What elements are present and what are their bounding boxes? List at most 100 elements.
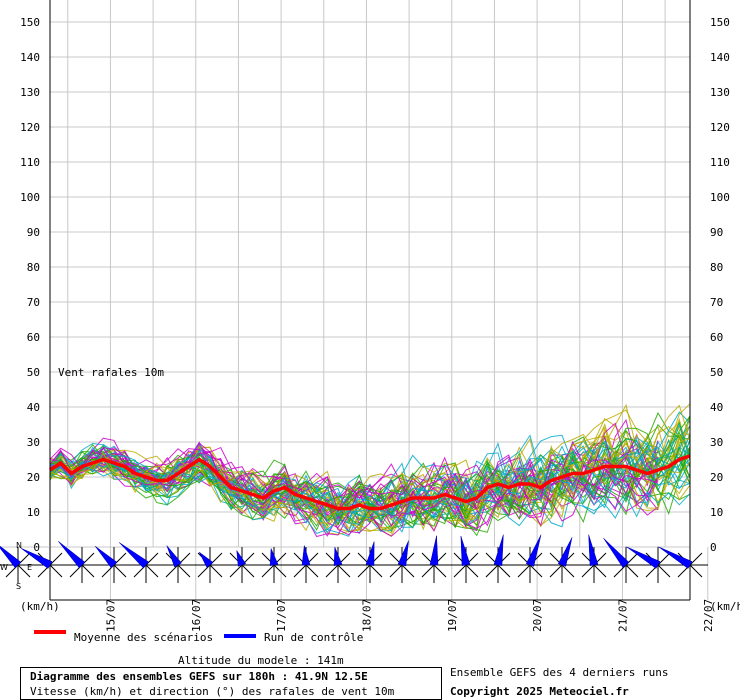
y-tick-label-right: 0 [710, 541, 717, 554]
y-axis-unit-right: (km/h) [710, 600, 740, 613]
wind-arrow [236, 549, 247, 567]
wind-glyph [512, 534, 548, 583]
wind-arrow [198, 551, 214, 568]
wind-arrow [119, 542, 149, 569]
y-tick-label-right: 80 [710, 261, 723, 274]
wind-glyph [576, 534, 612, 583]
y-tick-label-left: 110 [20, 156, 40, 169]
y-tick-label-left: 120 [20, 121, 40, 134]
wind-arrow [20, 547, 53, 569]
wind-glyph [626, 546, 676, 583]
x-tick-label: 17/07 [275, 599, 288, 632]
y-tick-label-left: 90 [27, 226, 40, 239]
wind-arrow [301, 545, 311, 566]
y-tick-label-left: 100 [20, 191, 40, 204]
wind-arrow [333, 546, 343, 566]
wind-glyph [256, 547, 292, 583]
x-tick-label: 22/07 [702, 599, 715, 632]
wind-glyph [192, 547, 228, 583]
wind-glyph [544, 537, 580, 583]
wind-glyph [658, 546, 708, 583]
wind-glyph [20, 547, 68, 583]
ensemble-member-line [49, 459, 691, 519]
ensemble-member-line [49, 447, 659, 527]
wind-glyph [448, 535, 484, 583]
compass-letter-e: E [27, 563, 32, 572]
wind-glyph [94, 545, 132, 583]
wind-glyph [603, 538, 644, 583]
y-tick-label-right: 30 [710, 436, 723, 449]
y-tick-label-right: 150 [710, 16, 730, 29]
x-tick-label: 21/07 [616, 599, 629, 632]
y-tick-label-right: 120 [710, 121, 730, 134]
legend-mean-label: Moyenne des scénarios [74, 631, 214, 644]
wind-arrow [557, 537, 573, 567]
wind-glyph [58, 541, 100, 583]
legend-control-swatch [224, 634, 256, 638]
ensemble-note: Ensemble GEFS des 4 derniers runs [450, 666, 669, 679]
wind-arrow [365, 541, 375, 566]
y-tick-label-left: 0 [33, 541, 40, 554]
wind-arrow [658, 546, 693, 569]
y-tick-label-left: 10 [27, 506, 40, 519]
wind-arrow [269, 548, 279, 566]
y-tick-label-left: 80 [27, 261, 40, 274]
wind-arrow [94, 545, 118, 569]
wind-arrow [460, 535, 471, 566]
wind-arrow [0, 545, 22, 569]
y-tick-label-right: 20 [710, 471, 723, 484]
y-axis-unit-left: (km/h) [20, 600, 60, 613]
y-tick-label-right: 90 [710, 226, 723, 239]
y-tick-label-right: 110 [710, 156, 730, 169]
wind-arrow [603, 538, 630, 568]
y-tick-label-left: 70 [27, 296, 40, 309]
ensemble-member-line [49, 433, 659, 529]
mean-series [49, 454, 691, 511]
wind-glyph [0, 545, 36, 583]
wind-arrow [397, 540, 409, 567]
wind-arrow [626, 546, 661, 569]
wind-glyph [160, 545, 196, 583]
inner-chart-label: Vent rafales 10m [58, 366, 164, 379]
wind-arrow [493, 534, 504, 566]
axes [0, 0, 691, 601]
y-tick-label-right: 100 [710, 191, 730, 204]
wind-arrow [525, 534, 542, 567]
wind-direction-row: N S W E [0, 534, 708, 591]
wind-glyph [224, 547, 260, 583]
y-tick-label-left: 60 [27, 331, 40, 344]
legend-control-label: Run de contrôle [264, 631, 364, 644]
ensemble-member-line [49, 425, 691, 529]
wind-glyph [288, 545, 324, 583]
y-tick-label-right: 60 [710, 331, 723, 344]
x-tick-label: 18/07 [360, 599, 373, 632]
compass-letter-n: N [16, 541, 22, 550]
wind-glyph [119, 542, 164, 583]
y-tick-label-left: 140 [20, 51, 40, 64]
ensemble-member-line [49, 438, 691, 525]
x-tick-labels: 15/07 16/07 17/07 18/07 19/07 20/07 21/07 22/07 [104, 599, 714, 632]
wind-arrow [588, 534, 599, 566]
chart-title: Diagramme des ensembles GEFS sur 180h : … [30, 670, 368, 683]
x-tick-label: 16/07 [190, 599, 203, 632]
y-tick-label-left: 40 [27, 401, 40, 414]
wind-glyph [384, 540, 420, 583]
y-tick-label-right: 40 [710, 401, 723, 414]
ensemble-member-line [49, 426, 691, 531]
wind-arrow [429, 535, 439, 566]
wind-glyph [352, 541, 388, 583]
y-tick-label-left: 150 [20, 16, 40, 29]
y-tick-label-right: 140 [710, 51, 730, 64]
y-tick-labels: 0 0 10 10 20 20 30 30 40 40 50 50 60 60 70 70 80 80 90 90 10… [20, 16, 730, 554]
y-tick-label-left: 20 [27, 471, 40, 484]
y-tick-label-left: 30 [27, 436, 40, 449]
y-tick-label-right: 10 [710, 506, 723, 519]
y-tick-label-right: 130 [710, 86, 730, 99]
ensemble-member-line [49, 423, 691, 532]
wind-glyph [416, 535, 452, 583]
wind-glyph [320, 546, 356, 583]
compass-letter-s: S [16, 582, 21, 591]
compass-letter-w: W [0, 563, 8, 572]
x-tick-label: 20/07 [531, 599, 544, 632]
